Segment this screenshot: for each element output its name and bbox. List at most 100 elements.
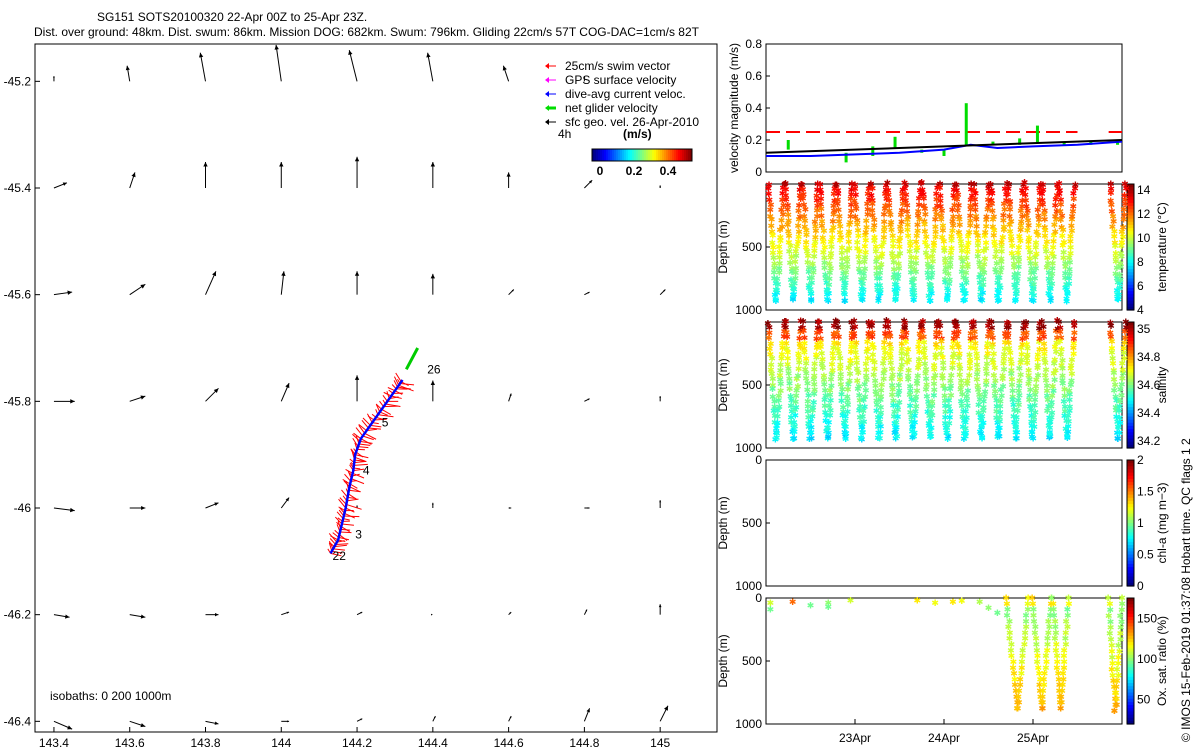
- profile-marker: ✱: [876, 269, 884, 279]
- profile-marker: ✱: [873, 264, 881, 274]
- profile-marker: ✱: [775, 397, 783, 407]
- colorbar-tick: 0.2: [626, 164, 643, 178]
- profile-marker: ✱: [951, 181, 959, 191]
- profile-marker: ✱: [784, 360, 792, 370]
- profile-marker: ✱: [960, 274, 968, 284]
- profile-marker: ✱: [942, 264, 950, 274]
- profile-marker: ✱: [926, 428, 934, 438]
- profile-marker: ✱: [829, 366, 837, 376]
- geo-vector-head: [214, 721, 219, 725]
- oxygen-marker: ✱: [1110, 677, 1118, 687]
- profile-marker: ✱: [1112, 407, 1120, 417]
- profile-marker: ✱: [1005, 319, 1013, 329]
- profile-marker: ✱: [825, 281, 833, 291]
- profile-marker: ✱: [895, 271, 903, 281]
- profile-marker: ✱: [1036, 335, 1044, 345]
- profile-marker: ✱: [1038, 317, 1046, 327]
- profile-marker: ✱: [933, 333, 941, 343]
- profile-marker: ✱: [945, 433, 953, 443]
- colorbar-tick: 34.2: [1137, 434, 1161, 448]
- profile-marker: ✱: [980, 407, 988, 417]
- profile-marker: ✱: [898, 340, 906, 350]
- profile-marker: ✱: [823, 279, 831, 289]
- oxygen-marker: ✱: [1111, 695, 1119, 705]
- time-tick-label: 25Apr: [1017, 731, 1049, 745]
- colorbar-cell: [1127, 429, 1134, 433]
- profile-marker: ✱: [903, 329, 911, 339]
- oxygen-marker: ✱: [1118, 618, 1126, 628]
- profile-marker: ✱: [1065, 254, 1073, 264]
- colorbar-cell: [662, 149, 665, 161]
- swim-vector: [370, 424, 382, 428]
- profile-marker: ✱: [818, 222, 826, 232]
- profile-marker: ✱: [805, 268, 813, 278]
- profile-marker: ✱: [1121, 355, 1129, 365]
- profile-marker: ✱: [949, 217, 957, 227]
- geo-vector-head: [587, 398, 590, 401]
- profile-marker: ✱: [1010, 413, 1018, 423]
- profile-marker: ✱: [941, 255, 949, 265]
- profile-marker: ✱: [1028, 280, 1036, 290]
- profile-marker: ✱: [767, 206, 775, 216]
- profile-marker: ✱: [980, 404, 988, 414]
- profile-marker: ✱: [909, 286, 917, 296]
- profile-marker: ✱: [1117, 419, 1125, 429]
- profile-marker: ✱: [967, 222, 975, 232]
- profile-marker: ✱: [881, 366, 889, 376]
- profile-marker: ✱: [869, 196, 877, 206]
- profile-marker: ✱: [1033, 376, 1041, 386]
- profile-marker: ✱: [1068, 377, 1076, 387]
- profile-marker: ✱: [847, 212, 855, 222]
- profile-marker: ✱: [1112, 403, 1120, 413]
- profile-marker: ✱: [973, 354, 981, 364]
- profile-marker: ✱: [791, 258, 799, 268]
- profile-marker: ✱: [1022, 333, 1030, 343]
- colorbar-cell: [594, 149, 597, 161]
- profile-marker: ✱: [1062, 263, 1070, 273]
- profile-marker: ✱: [1038, 190, 1046, 200]
- profile-marker: ✱: [863, 366, 871, 376]
- profile-marker: ✱: [898, 333, 906, 343]
- geo-vector-head: [509, 507, 512, 509]
- profile-marker: ✱: [814, 340, 822, 350]
- profile-marker: ✱: [837, 361, 845, 371]
- profile-marker: ✱: [853, 339, 861, 349]
- profile-marker: ✱: [817, 195, 825, 205]
- profile-marker: ✱: [786, 375, 794, 385]
- profile-marker: ✱: [795, 215, 803, 225]
- y-tick-label: -46.4: [4, 714, 32, 728]
- profile-marker: ✱: [801, 334, 809, 344]
- profile-marker: ✱: [877, 393, 885, 403]
- profile-marker: ✱: [804, 258, 812, 268]
- geo-vector-head: [659, 78, 662, 81]
- profile-marker: ✱: [868, 333, 876, 343]
- profile-marker: ✱: [1109, 360, 1117, 370]
- oxygen-marker: ✱: [1054, 670, 1062, 680]
- colorbar-cell: [1127, 422, 1134, 427]
- profile-marker: ✱: [1107, 189, 1115, 199]
- oxygen-marker: ✱: [1044, 635, 1052, 645]
- profile-marker: ✱: [1107, 180, 1115, 190]
- profile-marker: ✱: [814, 202, 822, 212]
- profile-marker: ✱: [974, 232, 982, 242]
- oxygen-marker: ✱: [789, 598, 797, 608]
- profile-marker: ✱: [812, 227, 820, 237]
- profile-marker: ✱: [894, 402, 902, 412]
- profile-marker: ✱: [1010, 401, 1018, 411]
- y-tick-label: 1000: [735, 441, 762, 455]
- profile-marker: ✱: [772, 297, 780, 307]
- colorbar-cell: [1127, 284, 1134, 289]
- profile-marker: ✱: [794, 222, 802, 232]
- swim-vector: [349, 486, 361, 493]
- geo-vector-head: [141, 505, 146, 511]
- oxygen-marker: ✱: [1052, 629, 1060, 639]
- profile-marker: ✱: [1063, 430, 1071, 440]
- profile-marker: ✱: [941, 397, 949, 407]
- profile-marker: ✱: [794, 382, 802, 392]
- profile-marker: ✱: [937, 192, 945, 202]
- profile-marker: ✱: [829, 355, 837, 365]
- profile-marker: ✱: [962, 279, 970, 289]
- profile-marker: ✱: [1043, 392, 1051, 402]
- profile-marker: ✱: [1052, 348, 1060, 358]
